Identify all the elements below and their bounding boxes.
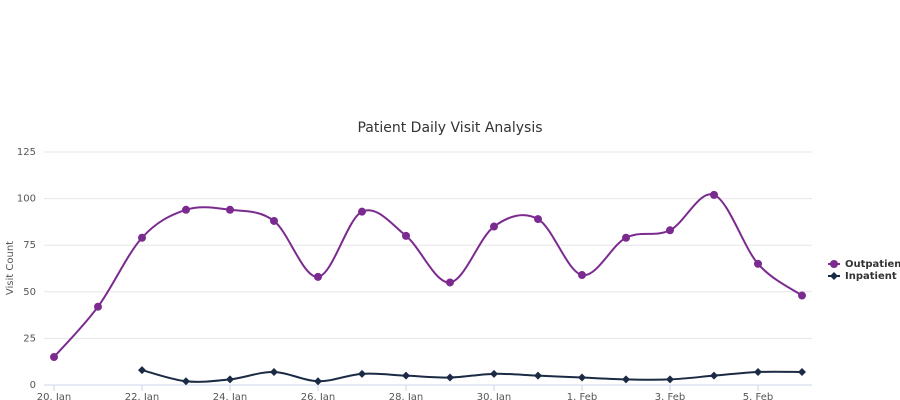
legend-item[interactable]: Inpatient [828,271,897,282]
point-marker [534,371,542,380]
legend-label[interactable]: Outpatient [845,259,900,270]
x-tick-label: 28. Jan [389,392,424,400]
legend-item[interactable]: Outpatient [828,259,900,270]
point-marker [138,366,146,375]
point-marker [182,205,190,214]
point-marker [622,233,630,242]
y-axis-label: Visit Count [5,241,16,295]
x-tick-label: 30. Jan [477,392,512,400]
point-marker [314,377,322,386]
legend-marker [830,272,838,280]
point-marker [226,205,234,214]
point-marker [138,233,146,242]
point-marker [578,271,586,280]
point-marker [798,367,806,376]
x-tick-label: 5. Feb [743,392,773,400]
point-marker [710,190,718,199]
point-marker [94,302,102,311]
legend-label[interactable]: Inpatient [845,271,897,282]
point-marker [578,373,586,382]
point-marker [490,222,498,231]
point-marker [798,291,806,300]
point-marker [446,278,454,287]
x-tick-label: 1. Feb [567,392,597,400]
x-tick-label: 26. Jan [301,392,336,400]
point-marker [226,375,234,384]
point-marker [666,375,674,384]
x-tick-label: 20. Jan [37,392,72,400]
point-marker [666,226,674,235]
point-marker [402,371,410,380]
x-tick-label: 24. Jan [213,392,248,400]
point-marker [446,373,454,382]
point-marker [358,369,366,378]
point-marker [534,215,542,224]
point-marker [358,207,366,216]
point-marker [402,231,410,240]
point-marker [270,367,278,376]
y-tick-label: 0 [30,380,36,391]
y-tick-label: 25 [23,333,36,344]
point-marker [754,259,762,268]
y-tick-label: 50 [23,287,36,298]
point-marker [270,216,278,225]
series-line [141,369,803,383]
point-marker [182,377,190,386]
y-tick-label: 125 [17,147,36,158]
point-marker [710,371,718,380]
point-marker [490,369,498,378]
legend: OutpatientInpatient [828,259,900,282]
x-tick-label: 3. Feb [655,392,685,400]
y-tick-label: 75 [23,240,36,251]
y-tick-label: 100 [17,194,36,205]
x-tick-label: 22. Jan [125,392,160,400]
series-line [53,193,803,358]
point-marker [754,367,762,376]
point-marker [622,375,630,384]
point-marker [314,272,322,281]
chart-title: Patient Daily Visit Analysis [357,120,542,136]
legend-marker [830,260,838,268]
point-marker [50,353,58,362]
